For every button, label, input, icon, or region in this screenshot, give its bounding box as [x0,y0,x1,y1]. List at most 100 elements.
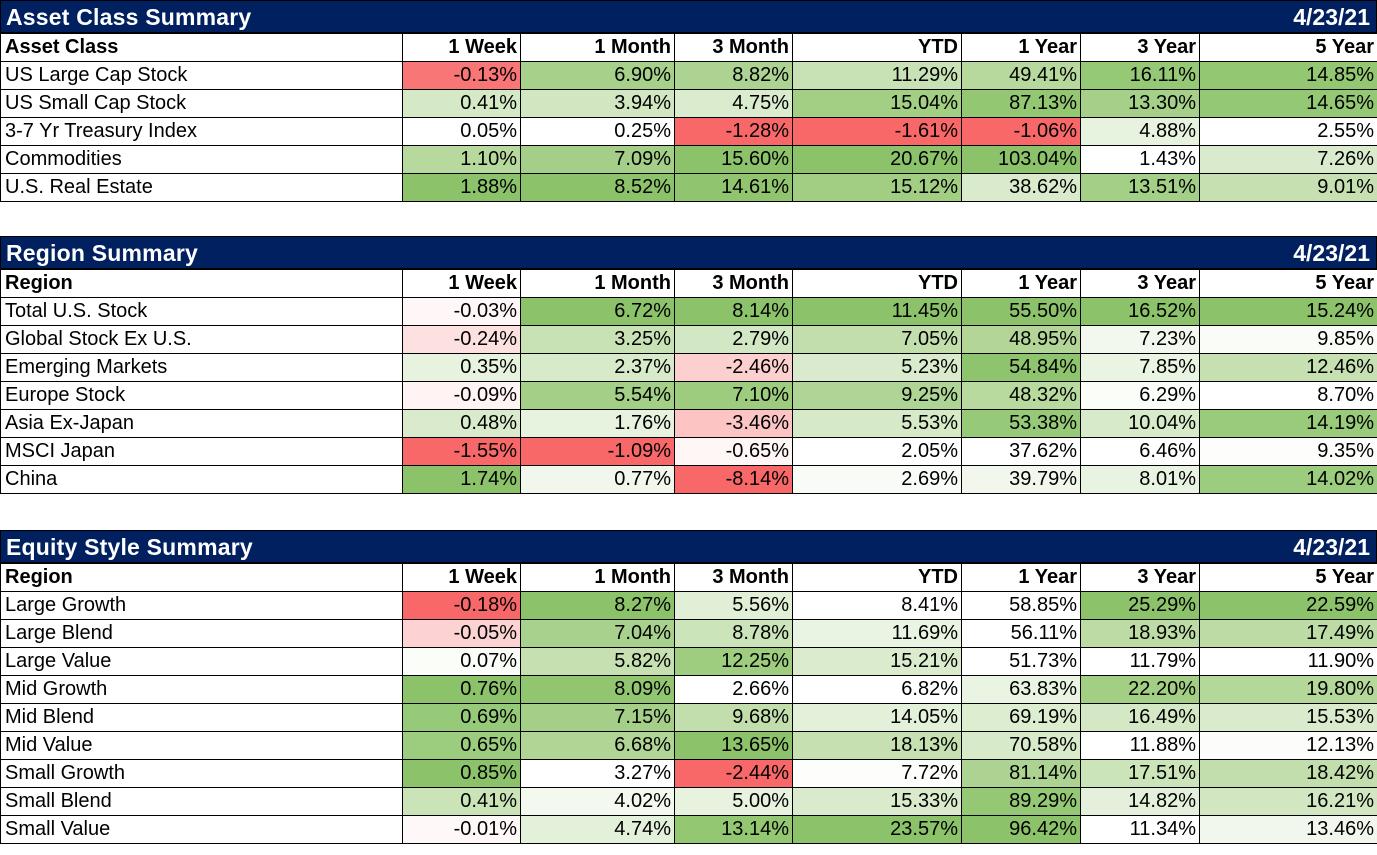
return-cell: 10.04% [1080,409,1200,438]
return-cell: 9.35% [1199,437,1377,466]
return-cell: -0.05% [402,619,521,648]
return-cell: 0.41% [402,787,521,816]
return-cell: 15.24% [1199,297,1377,326]
return-cell: 8.27% [520,591,675,620]
return-cell: 70.58% [961,731,1081,760]
return-cell: -1.55% [402,437,521,466]
return-cell: 96.42% [961,815,1081,844]
return-cell: 1.43% [1080,145,1200,174]
return-cell: 1.10% [402,145,521,174]
return-cell: 2.69% [792,465,962,494]
return-cell: 89.29% [961,787,1081,816]
column-header: 3 Year [1080,269,1200,298]
return-cell: 25.29% [1080,591,1200,620]
row-label: Small Blend [0,787,403,816]
return-cell: 0.25% [520,117,675,146]
row-label: Large Growth [0,591,403,620]
column-header: 3 Year [1080,33,1200,62]
return-cell: 8.70% [1199,381,1377,410]
return-cell: 0.76% [402,675,521,704]
return-cell: 4.02% [520,787,675,816]
return-cell: -0.13% [402,61,521,90]
return-cell: 2.66% [674,675,793,704]
return-cell: 2.05% [792,437,962,466]
return-cell: 3.25% [520,325,675,354]
return-cell: -1.09% [520,437,675,466]
return-cell: 8.41% [792,591,962,620]
table-row: 3-7 Yr Treasury Index 0.05% 0.25% -1.28% -1.… [0,117,1377,146]
return-cell: 51.73% [961,647,1081,676]
return-cell: 2.55% [1199,117,1377,146]
return-cell: 9.68% [674,703,793,732]
return-cell: 23.57% [792,815,962,844]
return-cell: 49.41% [961,61,1081,90]
return-cell: 22.59% [1199,591,1377,620]
table-row: US Small Cap Stock 0.41% 3.94% 4.75% 15.04% 8… [0,89,1377,118]
column-header: Region [0,563,403,592]
table-row: Large Blend -0.05% 7.04% 8.78% 11.69% 56.11% 1… [0,619,1377,648]
return-cell: 6.29% [1080,381,1200,410]
return-cell: 39.79% [961,465,1081,494]
return-cell: 11.90% [1199,647,1377,676]
equity-style-summary: Equity Style Summary 4/23/21 Region 1 Week 1… [0,530,1377,844]
row-label: Mid Blend [0,703,403,732]
return-cell: 11.79% [1080,647,1200,676]
return-cell: -3.46% [674,409,793,438]
return-cell: 13.51% [1080,173,1200,202]
row-label: Commodities [0,145,403,174]
return-cell: 8.01% [1080,465,1200,494]
column-header: 1 Year [961,269,1081,298]
section-title: Region Summary [6,240,198,266]
section-title: Asset Class Summary [6,4,252,30]
return-cell: 3.94% [520,89,675,118]
return-cell: 7.26% [1199,145,1377,174]
table-row: Large Value 0.07% 5.82% 12.25% 15.21% 51.73% 1… [0,647,1377,676]
return-cell: 6.72% [520,297,675,326]
return-cell: 8.52% [520,173,675,202]
return-cell: 14.02% [1199,465,1377,494]
region-table: Region 1 Week 1 Month 3 Month YTD 1 Year 3 Yea… [0,269,1377,494]
row-label: Total U.S. Stock [0,297,403,326]
return-cell: 0.41% [402,89,521,118]
return-cell: -0.01% [402,815,521,844]
return-cell: 18.93% [1080,619,1200,648]
header-row: Region 1 Week 1 Month 3 Month YTD 1 Year 3 Yea… [0,269,1377,298]
row-label: Asia Ex-Japan [0,409,403,438]
column-header: 1 Month [520,563,675,592]
column-header: 1 Month [520,269,675,298]
return-cell: 14.05% [792,703,962,732]
return-cell: 9.01% [1199,173,1377,202]
return-cell: 18.42% [1199,759,1377,788]
return-cell: 7.10% [674,381,793,410]
return-cell: 1.74% [402,465,521,494]
return-cell: 12.13% [1199,731,1377,760]
column-header: 3 Month [674,269,793,298]
return-cell: -0.18% [402,591,521,620]
table-row: Mid Blend 0.69% 7.15% 9.68% 14.05% 69.19% 16.4… [0,703,1377,732]
column-header: YTD [792,269,962,298]
row-label: MSCI Japan [0,437,403,466]
row-label: US Small Cap Stock [0,89,403,118]
return-cell: -1.06% [961,117,1081,146]
asset-class-summary: Asset Class Summary 4/23/21 Asset Class 1 W… [0,0,1377,202]
return-cell: 0.07% [402,647,521,676]
return-cell: 69.19% [961,703,1081,732]
return-cell: 7.05% [792,325,962,354]
table-row: Asia Ex-Japan 0.48% 1.76% -3.46% 5.53% 53.38%… [0,409,1377,438]
return-cell: 7.85% [1080,353,1200,382]
return-cell: 14.82% [1080,787,1200,816]
return-cell: 14.65% [1199,89,1377,118]
table-row: MSCI Japan -1.55% -1.09% -0.65% 2.05% 37.62% 6… [0,437,1377,466]
return-cell: 4.88% [1080,117,1200,146]
table-row: Mid Growth 0.76% 8.09% 2.66% 6.82% 63.83% 22.2… [0,675,1377,704]
return-cell: 63.83% [961,675,1081,704]
row-label: Large Value [0,647,403,676]
return-cell: 6.82% [792,675,962,704]
return-cell: 15.12% [792,173,962,202]
return-cell: 7.09% [520,145,675,174]
return-cell: 4.75% [674,89,793,118]
return-cell: 14.85% [1199,61,1377,90]
return-cell: 17.51% [1080,759,1200,788]
return-cell: 22.20% [1080,675,1200,704]
return-cell: 5.56% [674,591,793,620]
